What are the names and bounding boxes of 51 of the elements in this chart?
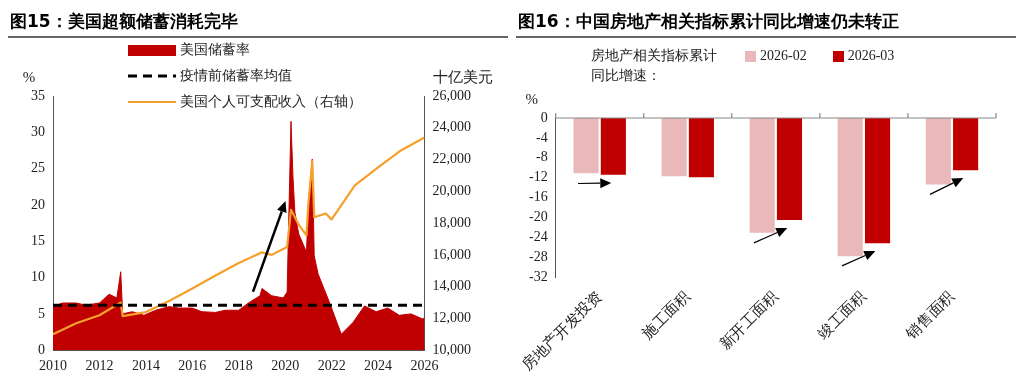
x-tick-label: 竣工面积	[815, 287, 869, 342]
x-tick-label: 2022	[317, 358, 346, 374]
y-tick-label: -32	[528, 268, 548, 284]
y-tick-label: 5	[38, 305, 45, 321]
x-tick-label: 施工面积	[638, 287, 693, 342]
y2-tick-label: 26,000	[432, 87, 471, 103]
y-tick-label: -16	[528, 189, 548, 205]
chart-title: 图15：美国超额储蓄消耗完毕	[8, 8, 508, 38]
y-tick-label: 30	[31, 123, 45, 139]
y-axis-title: %	[22, 69, 36, 85]
x-tick-label: 2024	[364, 358, 393, 374]
y2-tick-label: 24,000	[432, 119, 471, 135]
y-tick-label: -12	[528, 169, 548, 185]
x-tick-label: 2016	[178, 358, 207, 374]
y-tick-label: 0	[540, 109, 548, 125]
y2-tick-label: 12,000	[432, 310, 471, 326]
y2-tick-label: 22,000	[432, 151, 471, 167]
legend-label: 2026-02	[760, 47, 807, 65]
y-axis-title: %	[525, 91, 538, 107]
y-tick-label: -24	[528, 228, 548, 244]
y-tick-label: 20	[31, 196, 45, 212]
x-tick-label: 2026	[410, 358, 439, 374]
y2-tick-label: 10,000	[432, 341, 471, 357]
y-tick-label: -20	[528, 209, 548, 225]
x-tick-label: 2014	[131, 358, 160, 374]
y2-tick-label: 14,000	[432, 278, 471, 294]
y-tick-label: -4	[535, 129, 548, 145]
x-tick-label: 2018	[224, 358, 253, 374]
y-tick-label: 15	[31, 232, 45, 248]
y-tick-label: 0	[38, 341, 45, 357]
y-tick-label: 35	[31, 87, 45, 103]
y-tick-label: -28	[528, 248, 548, 264]
y2-tick-label: 20,000	[432, 183, 471, 198]
x-tick-label: 房地产开发投资	[519, 287, 605, 374]
legend-label: 疫情前储蓄率均值	[180, 67, 292, 85]
y2-axis-title: 十亿美元	[432, 69, 493, 85]
y2-tick-label: 16,000	[432, 246, 471, 262]
x-tick-label: 2020	[271, 358, 300, 374]
x-tick-label: 2012	[85, 358, 114, 374]
legend-title: 房地产相关指标累计同比增速：	[591, 47, 718, 85]
y-tick-label: -8	[535, 149, 548, 165]
x-tick-label: 2010	[39, 358, 67, 374]
y2-tick-label: 18,000	[432, 214, 471, 230]
x-tick-label: 新开工面积	[716, 287, 781, 353]
legend-label: 美国储蓄率	[180, 41, 250, 59]
legend-label: 美国个人可支配收入（右轴）	[180, 93, 362, 111]
y-tick-label: 10	[31, 269, 45, 285]
chart-title: 图16：中国房地产相关指标累计同比增速仍未转正	[516, 8, 1016, 38]
x-tick-label: 销售面积	[902, 287, 957, 343]
y-tick-label: 25	[31, 160, 45, 176]
legend-label: 2026-03	[847, 47, 895, 65]
